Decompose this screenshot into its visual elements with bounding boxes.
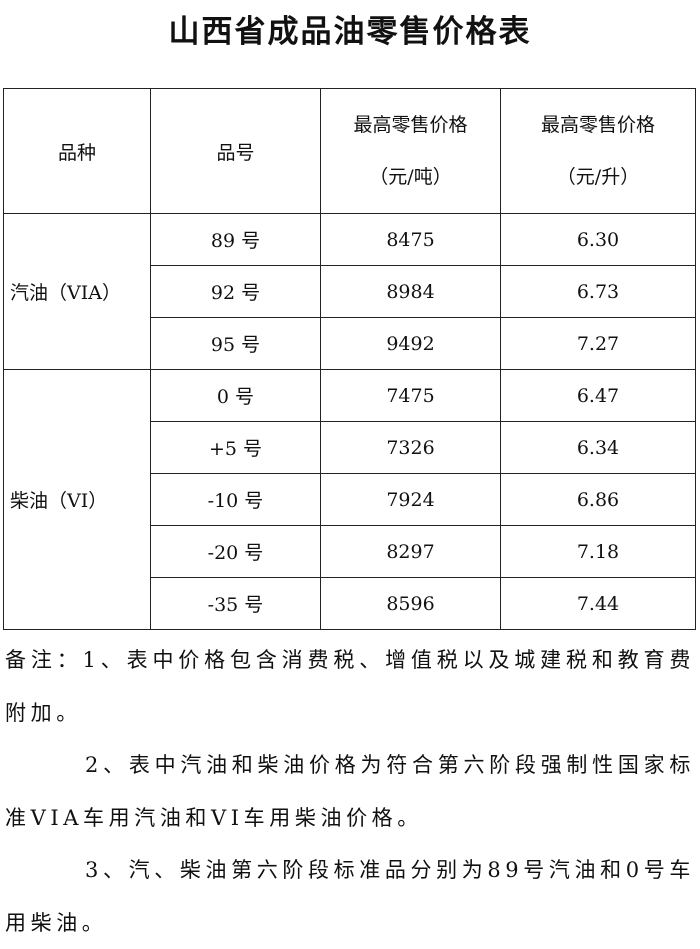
- price-per-ton-cell: 7475: [320, 369, 501, 422]
- page-title: 山西省成品油零售价格表: [168, 14, 532, 50]
- price-table: 品种 品号 最高零售价格 （元/吨） 最高零售价格 （元/升） 汽油（VIA） 8…: [3, 88, 696, 630]
- table-header-row: 品种 品号 最高零售价格 （元/吨） 最高零售价格 （元/升）: [3, 88, 696, 214]
- price-per-ton-cell: 8297: [320, 525, 501, 578]
- price-per-ton-cell: 8596: [320, 577, 501, 630]
- table-row: 柴油（VI） 0 号 7475 6.47: [3, 369, 696, 630]
- price-per-liter-cell: 6.47: [500, 369, 696, 422]
- table-row: 汽油（VIA） 89 号 8475 6.30: [3, 213, 696, 370]
- grade-cell: -20 号: [150, 525, 321, 578]
- table-row: 92 号 8984 6.73: [4, 265, 696, 318]
- header-price-per-ton-unit: （元/吨）: [369, 166, 452, 188]
- note-2: 2、表中汽油和柴油价格为符合第六阶段强制性国家标准VIA车用汽油和VI车用柴油价…: [5, 753, 695, 830]
- note-3: 3、汽、柴油第六阶段标准品分别为89号汽油和0号车用柴油。: [5, 858, 695, 935]
- price-per-ton-cell: 7326: [320, 421, 501, 474]
- price-per-liter-cell: 6.34: [500, 421, 696, 474]
- table-row: -35 号 8596 7.44: [4, 577, 696, 630]
- price-per-liter-cell: 7.27: [500, 317, 696, 370]
- price-per-ton-cell: 9492: [320, 317, 501, 370]
- note-1: 备注：1、表中价格包含消费税、增值税以及城建税和教育费附加。: [5, 648, 695, 725]
- table-row: -20 号 8297 7.18: [4, 525, 696, 578]
- price-per-liter-cell: 6.86: [500, 473, 696, 526]
- header-variety: 品种: [3, 88, 151, 214]
- header-price-per-ton-label: 最高零售价格: [353, 114, 468, 136]
- table-row: +5 号 7326 6.34: [4, 421, 696, 474]
- grade-cell: 95 号: [150, 317, 321, 370]
- grade-cell: -10 号: [150, 473, 321, 526]
- header-price-per-liter-unit: （元/升）: [556, 166, 640, 188]
- grade-cell: 89 号: [150, 213, 321, 266]
- variety-cell: 柴油（VI）: [3, 369, 151, 630]
- price-per-liter-cell: 7.18: [500, 525, 696, 578]
- price-per-liter-cell: 6.73: [500, 265, 696, 318]
- price-per-ton-cell: 8984: [320, 265, 501, 318]
- grade-cell: -35 号: [150, 577, 321, 630]
- grade-cell: +5 号: [150, 421, 321, 474]
- table-row: 95 号 9492 7.27: [4, 317, 696, 370]
- grade-cell: 92 号: [150, 265, 321, 318]
- header-price-per-ton: 最高零售价格 （元/吨）: [320, 88, 501, 214]
- header-price-per-liter-label: 最高零售价格: [540, 114, 655, 136]
- grade-cell: 0 号: [150, 369, 321, 422]
- variety-cell: 汽油（VIA）: [3, 213, 151, 370]
- price-per-ton-cell: 8475: [320, 213, 501, 266]
- header-price-per-liter: 最高零售价格 （元/升）: [500, 88, 696, 214]
- table-row: -10 号 7924 6.86: [4, 473, 696, 526]
- notes: 备注：1、表中价格包含消费税、增值税以及城建税和教育费附加。 2、表中汽油和柴油…: [5, 634, 695, 949]
- price-per-ton-cell: 7924: [320, 473, 501, 526]
- price-per-liter-cell: 7.44: [500, 577, 696, 630]
- header-grade: 品号: [150, 88, 321, 214]
- price-per-liter-cell: 6.30: [500, 213, 696, 266]
